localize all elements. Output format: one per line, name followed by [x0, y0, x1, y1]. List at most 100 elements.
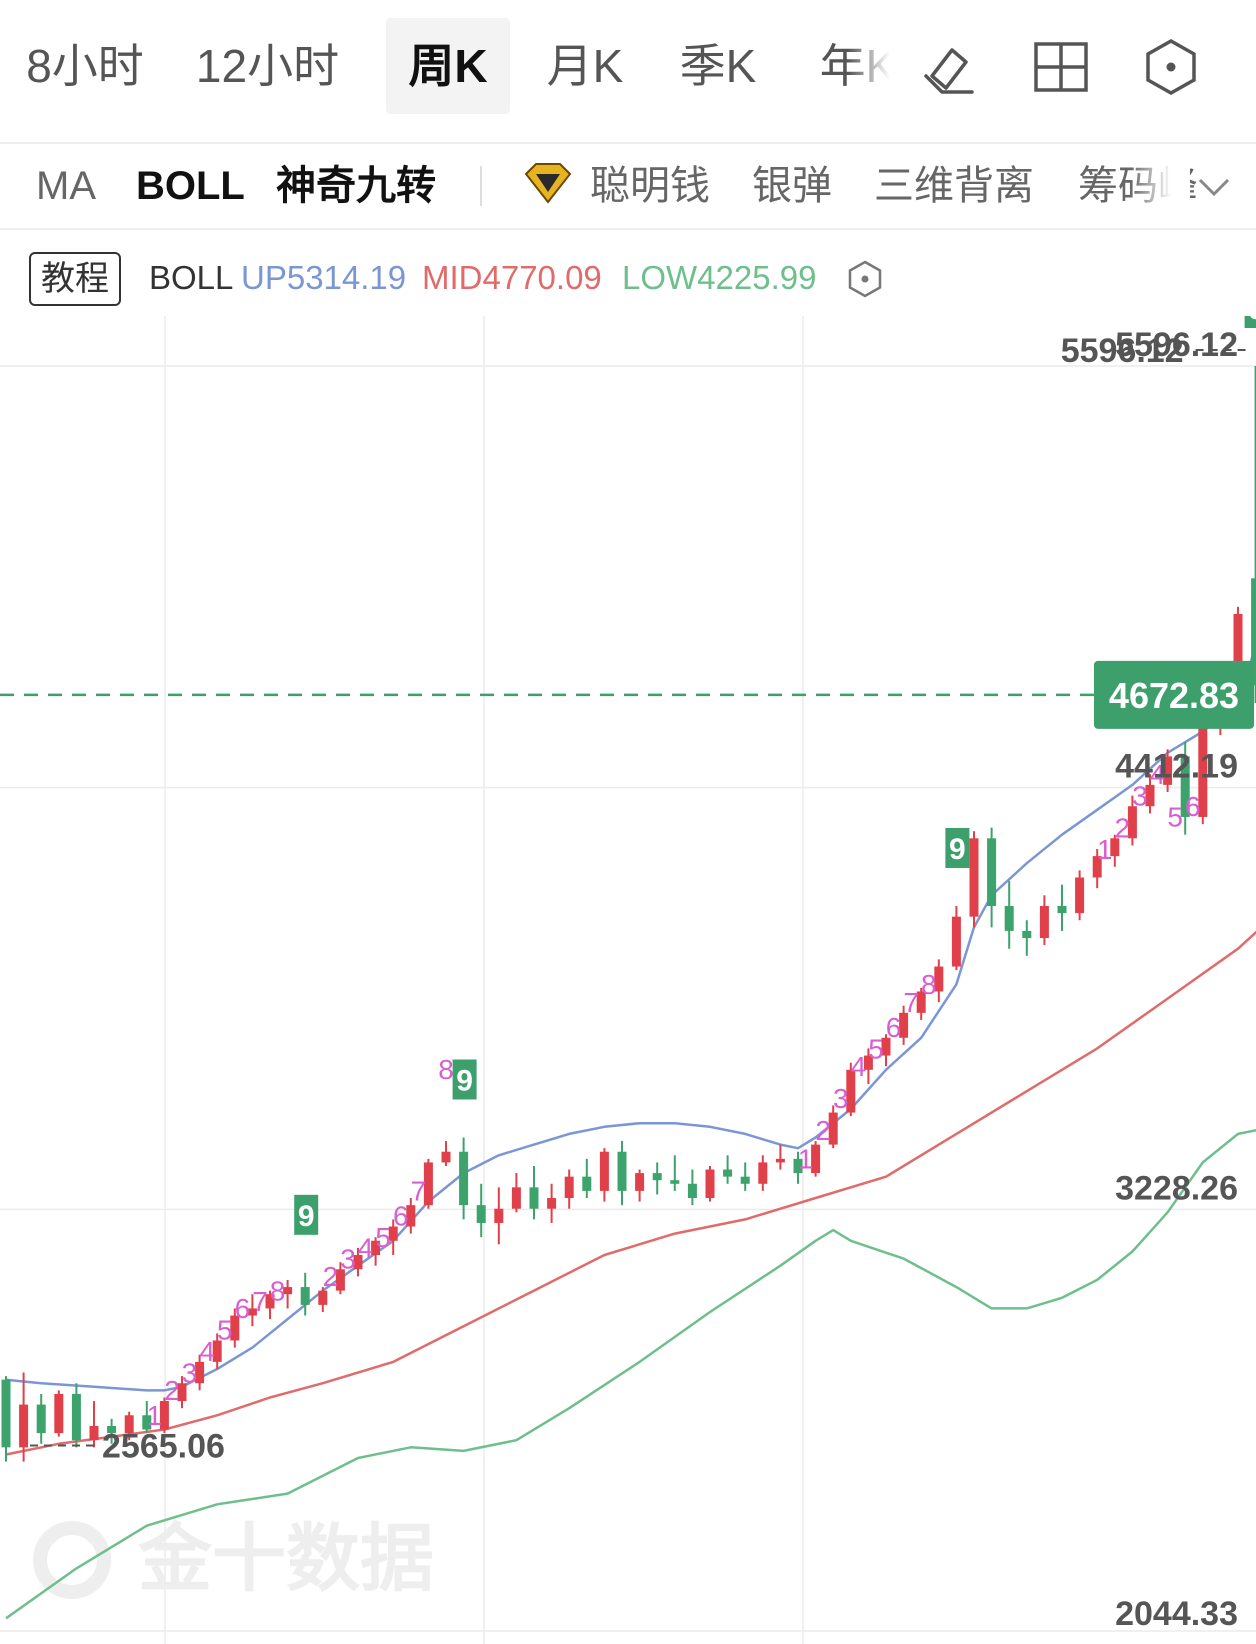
indicator-smart-money[interactable]: 聪明钱	[590, 164, 710, 208]
kline-svg[interactable]: 金十数据 12345678923456789123456789123456789…	[0, 316, 1256, 1644]
indicator-td-nine[interactable]: 神奇九转	[276, 164, 436, 208]
candle-body	[230, 1315, 240, 1341]
hexagon-settings-icon[interactable]	[845, 246, 885, 310]
indicator-bar: MA BOLL 神奇九转 聪明钱 银弹 三维背离 筹码峰	[0, 144, 1256, 230]
candle-body	[1075, 877, 1085, 914]
indicator-fade	[1130, 144, 1190, 228]
td-count-label: 6	[393, 1201, 409, 1232]
legend-up: UP5314.19	[241, 259, 407, 296]
chevron-down-icon[interactable]	[1192, 144, 1242, 228]
boll-bands	[5, 641, 1256, 1620]
kline-chart[interactable]: 金十数据 12345678923456789123456789123456789…	[0, 316, 1256, 1644]
candle-body	[265, 1294, 275, 1309]
td-count-label: 5	[375, 1222, 391, 1253]
boll-up-line	[5, 641, 1256, 1392]
candle-body	[705, 1169, 715, 1199]
td-count-label: 1	[147, 1400, 163, 1431]
candle-body	[916, 991, 926, 1013]
candle-body	[1127, 806, 1137, 839]
indicator-ma[interactable]: MA	[36, 164, 96, 208]
candle-body	[1198, 720, 1208, 817]
watermark-logo	[33, 1521, 111, 1599]
candle-body	[582, 1176, 592, 1191]
indicator-silver-bullet[interactable]: 银弹	[752, 164, 832, 208]
td-count-label: 6	[886, 1012, 902, 1043]
candle-body	[758, 1162, 768, 1184]
candle-body	[124, 1415, 134, 1434]
candle-body	[793, 1158, 803, 1174]
candle-body	[723, 1169, 733, 1177]
candle-body	[177, 1383, 187, 1402]
candle-body	[934, 966, 944, 992]
candle-body	[300, 1287, 310, 1305]
candle-body	[107, 1425, 117, 1434]
candle-body	[529, 1187, 539, 1209]
candle-body	[951, 916, 961, 967]
candle-body	[19, 1404, 29, 1448]
candle-body	[564, 1176, 574, 1199]
grid-layout-icon[interactable]	[1030, 36, 1092, 98]
candle-body	[635, 1173, 645, 1191]
td-count-label: 2	[323, 1261, 339, 1292]
period-tabs: 8小时 12小时 周K 月K 季K 年K	[0, 0, 1256, 144]
tab-12h[interactable]: 12小时	[195, 40, 340, 92]
td-count-label: 3	[1132, 780, 1148, 811]
y-axis-label: 4412.19	[1115, 748, 1238, 786]
candle-body	[1110, 838, 1120, 857]
candle-body	[441, 1151, 451, 1163]
settings-hexagon-icon[interactable]	[1140, 36, 1202, 98]
watermark-text: 金十数据	[138, 1517, 434, 1600]
candle-body	[881, 1037, 891, 1056]
y-axis-label: 5596.12	[1115, 326, 1238, 364]
tab-fade	[848, 18, 908, 114]
candle-body	[423, 1162, 433, 1206]
td-count-label: 5	[868, 1033, 884, 1064]
tab-weekly[interactable]: 周K	[386, 18, 510, 114]
indicator-3d-divergence[interactable]: 三维背离	[874, 164, 1034, 208]
candle-body	[511, 1187, 521, 1209]
td-count-label: 1	[1097, 834, 1113, 865]
legend-name: BOLL	[149, 259, 234, 296]
tab-quarterly[interactable]: 季K	[679, 40, 757, 92]
tab-monthly[interactable]: 月K	[546, 40, 624, 92]
td-count-label: 4	[358, 1233, 374, 1264]
td-nine-label: 9	[949, 833, 966, 866]
candle-body	[89, 1425, 99, 1441]
candle-body	[652, 1173, 662, 1181]
candle-body	[36, 1404, 46, 1434]
candle-body	[1180, 756, 1190, 817]
td-count-label: 3	[833, 1083, 849, 1114]
td-count-label: 8	[438, 1054, 454, 1085]
candle-body	[494, 1208, 504, 1223]
chart-grid	[0, 316, 1256, 1644]
tab-8h[interactable]: 8小时	[26, 40, 144, 92]
current-price-badge	[1094, 660, 1254, 729]
candle-body	[599, 1151, 609, 1191]
td-nine-box	[1244, 316, 1256, 328]
candle-body	[318, 1290, 328, 1305]
candle-body	[1163, 756, 1173, 785]
td-count-label: 1	[798, 1144, 814, 1175]
candle-body	[987, 838, 997, 906]
td-nine-label: 9	[298, 1200, 315, 1233]
candle-body	[195, 1361, 205, 1384]
tutorial-button[interactable]: 教程	[29, 252, 121, 306]
td-count-label: 7	[411, 1176, 427, 1207]
td-count-label: 2	[1115, 812, 1131, 843]
candle-body	[1, 1379, 11, 1448]
candle-body	[406, 1205, 416, 1227]
td-count-label: 4	[851, 1051, 867, 1082]
candle-body	[863, 1055, 873, 1070]
td-count-label: 5	[1167, 802, 1183, 833]
boll-legend: 教程 BOLL UP5314.19 MID4770.09 LOW4225.99	[0, 246, 1256, 310]
candle-body	[159, 1401, 169, 1430]
legend-mid: MID4770.09	[422, 259, 602, 296]
candle-body	[335, 1269, 345, 1291]
drawing-pen-icon[interactable]	[918, 36, 980, 98]
indicator-boll[interactable]: BOLL	[136, 164, 245, 208]
td-count-label: 7	[903, 987, 919, 1018]
candle-body	[1251, 578, 1256, 686]
candle-body	[687, 1183, 697, 1199]
y-axis-label: 2044.33	[1115, 1595, 1238, 1633]
td-nine-box	[452, 1059, 477, 1100]
